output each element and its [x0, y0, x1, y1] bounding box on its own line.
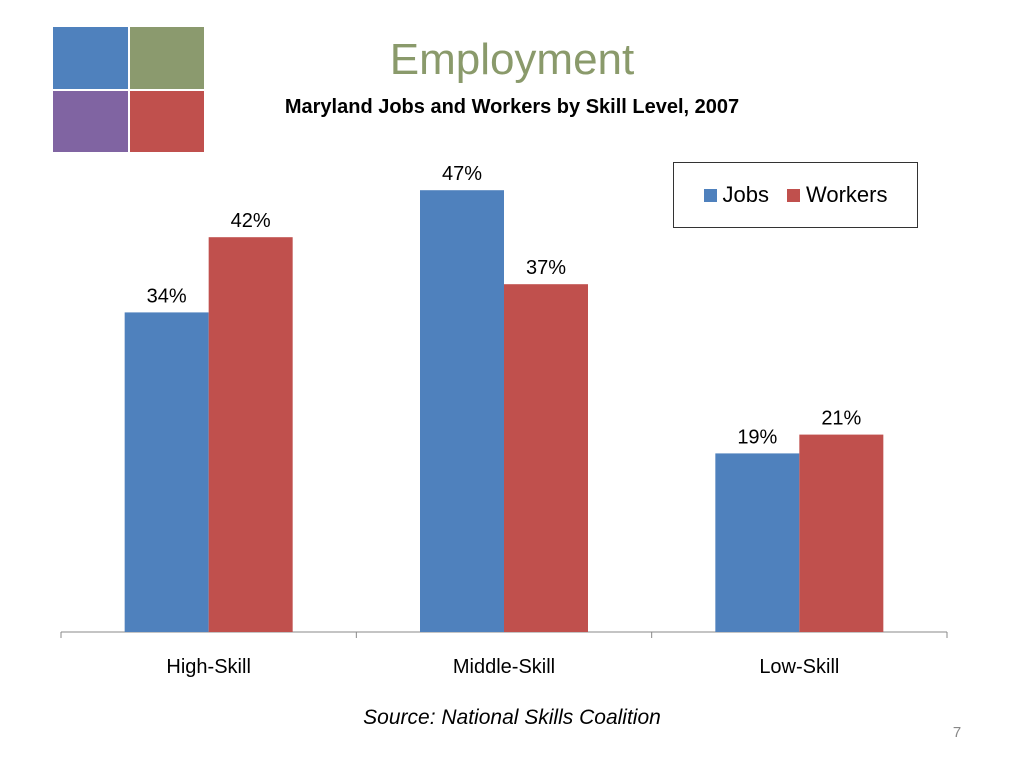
logo-square-purple	[52, 90, 129, 153]
x-tick-label-low-skill: Low-Skill	[759, 656, 839, 678]
legend-item-workers: Workers	[786, 182, 888, 208]
slide-title: Employment	[389, 35, 635, 84]
logo-square-green	[129, 26, 205, 90]
data-label-jobs-high-skill: 34%	[147, 285, 187, 307]
legend-item-jobs: Jobs	[703, 182, 769, 208]
legend-label-jobs: Jobs	[722, 182, 769, 207]
logo-square-red	[129, 90, 205, 153]
legend: Jobs Workers	[673, 162, 918, 228]
logo	[52, 26, 205, 153]
bar-jobs-high-skill	[124, 312, 209, 632]
bar-jobs-low-skill	[715, 453, 800, 632]
bar-workers-middle-skill	[504, 284, 588, 632]
source-note: Source: National Skills Coalition	[363, 706, 661, 729]
logo-square-blue	[52, 26, 129, 90]
x-tick-label-middle-skill: Middle-Skill	[453, 656, 555, 678]
bar-workers-low-skill	[799, 434, 884, 632]
data-label-jobs-low-skill: 19%	[737, 426, 777, 448]
data-label-jobs-middle-skill: 47%	[442, 163, 482, 185]
legend-label-workers: Workers	[805, 182, 888, 207]
data-label-workers-low-skill: 21%	[821, 408, 861, 430]
bar-jobs-middle-skill	[420, 190, 504, 632]
legend-swatch-jobs	[703, 188, 717, 202]
x-tick-label-high-skill: High-Skill	[166, 656, 250, 678]
chart-title: Maryland Jobs and Workers by Skill Level…	[284, 96, 740, 118]
page-number: 7	[952, 724, 962, 741]
data-label-workers-middle-skill: 37%	[526, 257, 566, 279]
bar-workers-high-skill	[208, 237, 293, 632]
data-label-workers-high-skill: 42%	[231, 210, 271, 232]
legend-swatch-workers	[786, 188, 800, 202]
